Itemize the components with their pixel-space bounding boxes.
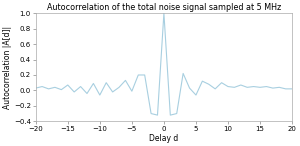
Y-axis label: Autocorrelation |A[d]|: Autocorrelation |A[d]| xyxy=(4,26,13,109)
Title: Autocorrelation of the total noise signal sampled at 5 MHz: Autocorrelation of the total noise signa… xyxy=(47,4,281,12)
X-axis label: Delay d: Delay d xyxy=(149,134,178,142)
